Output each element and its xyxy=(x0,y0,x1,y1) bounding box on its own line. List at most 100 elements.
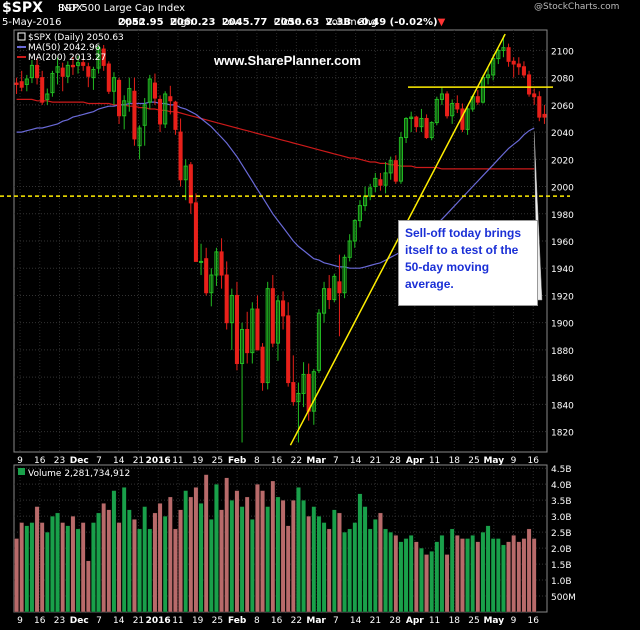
legend-price-swatch xyxy=(17,32,26,41)
candle-body xyxy=(322,288,327,314)
candle-body xyxy=(275,300,280,344)
volume-bar xyxy=(291,500,296,613)
candle-body xyxy=(96,47,101,69)
candle-body xyxy=(516,63,521,68)
candle-body xyxy=(450,103,455,117)
volume-tick-label: 1.5B xyxy=(551,561,572,571)
ma50-line xyxy=(16,101,535,269)
volume-date-tick-label: 8 xyxy=(254,616,260,626)
price-tick-label: 2020 xyxy=(551,156,574,166)
candle-body xyxy=(122,100,127,117)
volume-bar xyxy=(306,515,311,613)
volume-date-tick-label: 23 xyxy=(54,616,65,626)
volume-bar xyxy=(378,512,383,613)
volume-bar xyxy=(337,512,342,613)
candle-body xyxy=(281,300,286,317)
volume-bar xyxy=(296,487,301,613)
candle-body xyxy=(337,281,342,294)
candle-body xyxy=(214,251,219,276)
candle-body xyxy=(204,258,209,294)
candle-body xyxy=(439,93,444,100)
date-tick-label: 9 xyxy=(511,456,517,466)
volume-bar xyxy=(501,544,506,613)
price-tick-label: 1980 xyxy=(551,211,574,221)
volume-bar xyxy=(444,554,450,613)
price-axis-ticks: 2100 2080 2060 2040 2020 2000 1980 1960 1940 1920… xyxy=(551,47,574,438)
date-tick-label: 16 xyxy=(34,456,46,466)
volume-bar xyxy=(321,522,327,613)
volume-bar xyxy=(388,531,393,613)
candle-body xyxy=(219,251,224,276)
volume-bar xyxy=(521,538,527,613)
price-tick-label: 1960 xyxy=(551,238,574,248)
volume-date-tick-label: 21 xyxy=(370,616,381,626)
candle-body xyxy=(306,373,311,412)
date-label: 5-May-2016 xyxy=(2,17,62,28)
volume-date-tick-label: Dec xyxy=(70,616,89,626)
candle-body xyxy=(91,68,96,79)
candle-body xyxy=(209,274,214,294)
volume-bar xyxy=(439,535,445,613)
volume-bar xyxy=(183,490,188,613)
candle-body xyxy=(14,82,19,85)
volume-bar xyxy=(75,528,81,613)
volume-bar xyxy=(367,528,373,613)
volume-date-tick-label: 25 xyxy=(212,616,223,626)
volume-bar xyxy=(239,506,245,613)
watermark: www.SharePlanner.com xyxy=(214,53,361,68)
candle-body xyxy=(40,77,45,103)
date-tick-label: 23 xyxy=(54,456,65,466)
candle-body xyxy=(147,78,152,103)
candle-body xyxy=(506,47,511,62)
price-tick-label: 2040 xyxy=(551,129,574,139)
volume-bar xyxy=(449,528,455,613)
chart-header: $SPX S&P 500 Large Cap Index INDX @Stock… xyxy=(0,0,640,30)
volume-bar xyxy=(65,525,71,613)
candle-body xyxy=(255,308,260,351)
volume-panel-frame xyxy=(13,464,548,613)
volume-bar xyxy=(434,541,440,613)
price-tick-label: 1860 xyxy=(551,374,574,384)
candle-body xyxy=(132,90,137,140)
candle-body xyxy=(127,88,132,103)
candle-body xyxy=(193,202,198,262)
volume-date-tick-label: 19 xyxy=(192,616,204,626)
price-tick-label: 2100 xyxy=(551,47,574,57)
volume-bar xyxy=(506,541,511,613)
volume-bar xyxy=(224,477,229,613)
candle-body xyxy=(106,63,111,92)
volume-bar xyxy=(475,541,481,613)
candle-body xyxy=(270,288,275,344)
candle-body xyxy=(409,116,414,119)
candle-body xyxy=(35,64,40,79)
volume-bar xyxy=(116,522,122,613)
volume-bar xyxy=(352,522,358,613)
volume-tick-label: 2.5B xyxy=(551,529,572,539)
volume-bar xyxy=(393,535,399,613)
volume-bar xyxy=(193,487,199,613)
volume-bar xyxy=(311,506,317,613)
volume-bar xyxy=(511,535,516,613)
candle-body xyxy=(240,328,245,365)
volume-bar xyxy=(260,490,265,613)
volume-bar xyxy=(326,528,332,613)
volume-bar xyxy=(460,538,465,613)
candle-body xyxy=(229,294,234,324)
ma50-line-group xyxy=(16,101,535,269)
date-tick-label: 16 xyxy=(528,456,540,466)
volume-date-tick-label: 25 xyxy=(468,616,479,626)
volume-date-tick-label: 14 xyxy=(113,616,125,626)
legend-ma50: MA(50) 2042.96 xyxy=(28,43,101,53)
candle-body xyxy=(296,392,301,403)
volume-bar xyxy=(173,528,178,613)
volume-bar xyxy=(480,531,486,613)
candle-body xyxy=(291,382,296,403)
volume-bar xyxy=(198,503,204,613)
candle-body xyxy=(178,131,183,181)
volume-bar xyxy=(24,525,30,613)
candle-body xyxy=(501,47,506,51)
price-tick-label: 1880 xyxy=(551,347,574,357)
date-tick-label: 11 xyxy=(172,456,183,466)
candle-body xyxy=(265,288,270,384)
volume-bar xyxy=(178,509,183,613)
